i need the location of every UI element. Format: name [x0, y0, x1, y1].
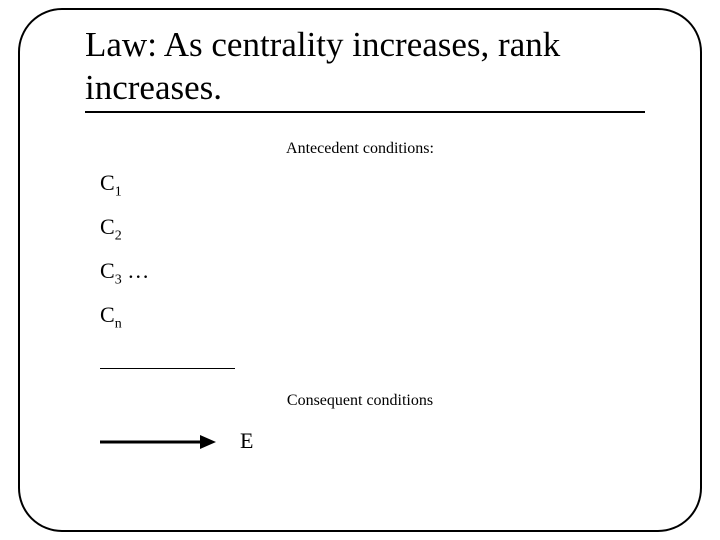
title-block: Law: As centrality increases, rank incre… [85, 24, 630, 113]
cond-sub: 1 [115, 184, 122, 199]
slide-title: Law: As centrality increases, rank incre… [85, 24, 630, 111]
condition-cn: Cn [100, 304, 149, 326]
consequent-conditions-label: Consequent conditions [0, 392, 720, 410]
antecedent-conditions-label: Antecedent conditions: [0, 140, 720, 158]
cond-suffix: … [122, 258, 150, 283]
cond-sub: 3 [115, 272, 122, 287]
cond-base: C [100, 258, 115, 283]
condition-c3: C3 … [100, 260, 149, 282]
conditions-list: C1 C2 C3 … Cn [100, 172, 149, 348]
cond-base: C [100, 214, 115, 239]
arrow-right-icon [100, 432, 220, 452]
condition-c1: C1 [100, 172, 149, 194]
cond-base: C [100, 302, 115, 327]
implication-arrow [100, 432, 220, 452]
slide: Law: As centrality increases, rank incre… [0, 0, 720, 540]
result-symbol: E [240, 428, 253, 454]
cond-sub: n [115, 316, 122, 331]
conditions-divider [100, 368, 235, 369]
title-underline [85, 111, 645, 113]
cond-sub: 2 [115, 228, 122, 243]
condition-c2: C2 [100, 216, 149, 238]
cond-base: C [100, 170, 115, 195]
